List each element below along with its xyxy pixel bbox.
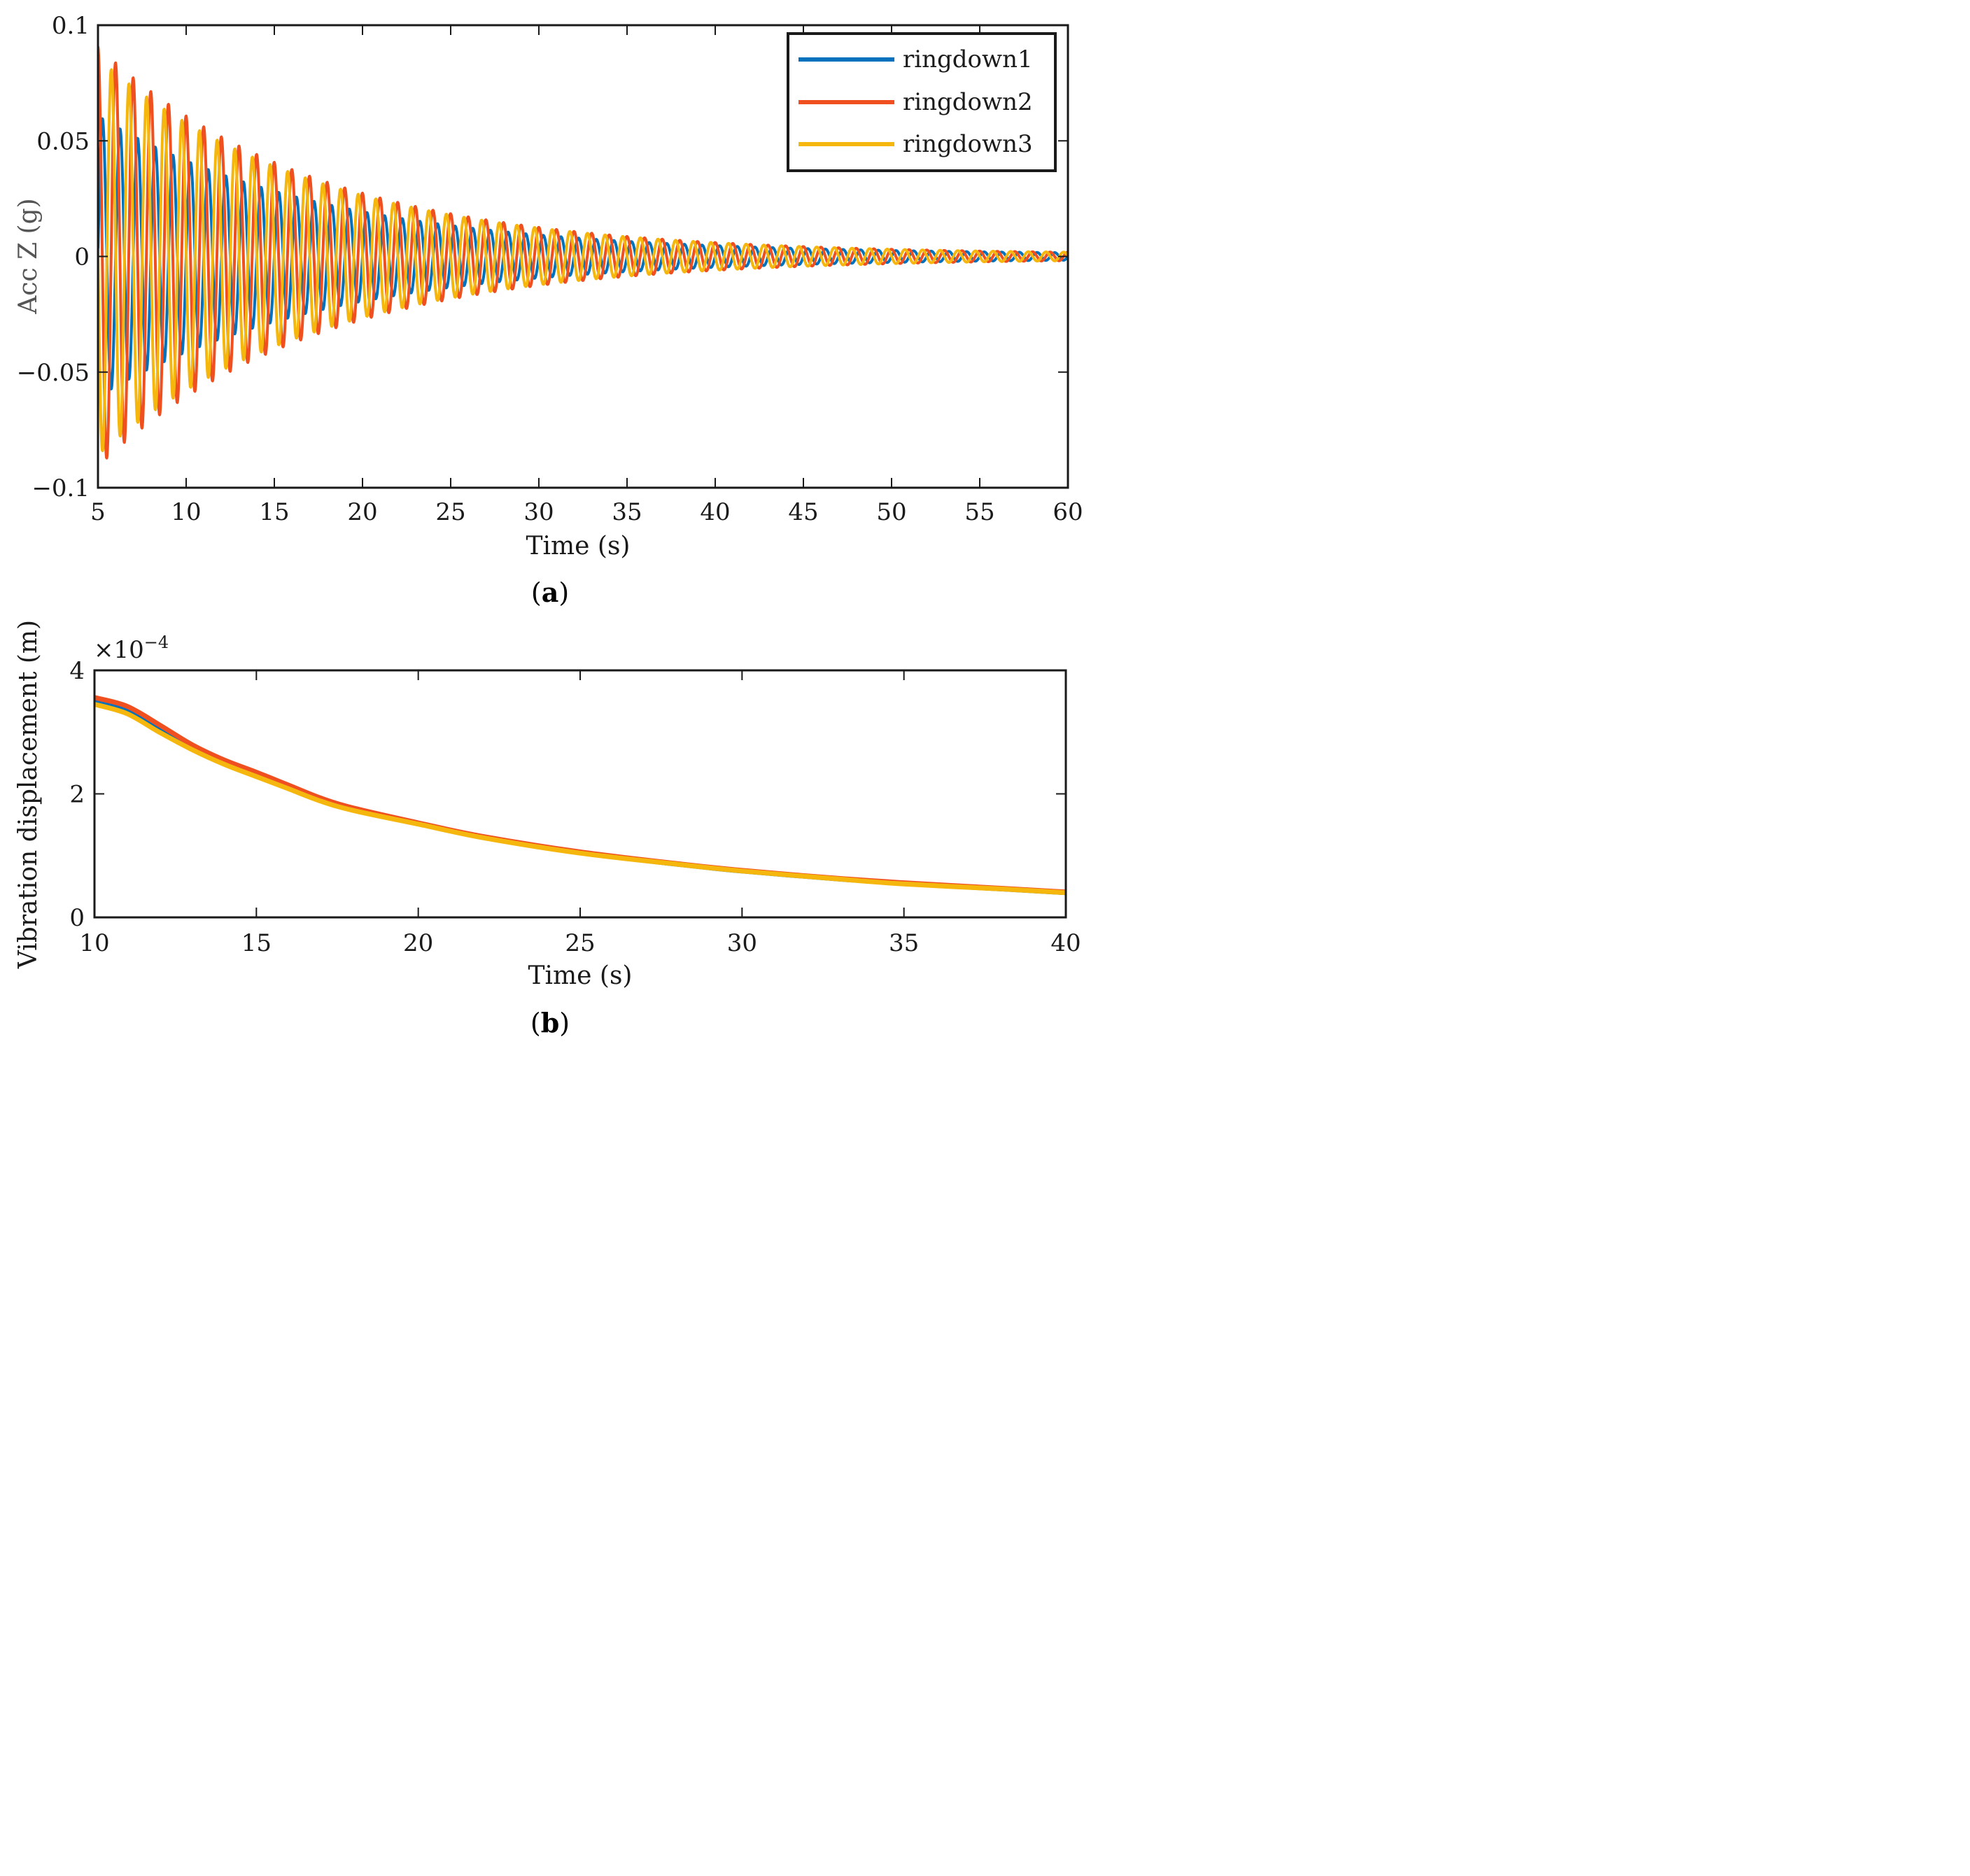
legend-label-ringdown3: ringdown3 [903,130,1033,158]
chart-a-caption-letter: a [542,577,559,608]
chart-b-x-axis-label: Time (s) [528,961,633,990]
chart-a-x-tick-label: 5 [90,498,106,526]
chart-a-x-axis-label: Time (s) [526,532,631,560]
chart-a-caption: (a) [531,577,569,608]
figure: 5 10 15 20 25 30 35 40 45 50 55 600.10.050−0.05−0.1… [14,12,1083,1038]
chart-b-x-tick-label: 30 [727,929,757,957]
legend-label-ringdown2: ringdown2 [903,88,1033,116]
chart-a-x-tick-label: 35 [612,498,642,526]
chart-a-x-tick-label: 25 [435,498,465,526]
chart-b-y-tick-label: 2 [69,781,85,809]
chart-b-caption: (b) [530,1007,570,1038]
legend-label-ringdown1: ringdown1 [903,45,1033,73]
chart-a: 5 10 15 20 25 30 35 40 45 50 55 60 0.1 0.05 0 −0.05 −0.1… [14,12,1083,608]
chart-b-series-ringdown2 [94,695,1066,895]
chart-b-series-ringdown1 [94,698,1066,896]
chart-a-y-tick-label: 0.05 [36,127,90,155]
chart-a-series-ringdown3 [98,68,1068,453]
chart-b-series-ringdown3 [94,702,1066,896]
chart-a-legend: ringdown1 ringdown2 ringdown3 [787,32,1057,172]
chart-a-x-tick-label: 20 [347,498,377,526]
chart-a-x-tick-label: 30 [523,498,554,526]
chart-a-y-tick-label: 0 [74,244,90,271]
chart-a-x-tick-label: 40 [700,498,730,526]
chart-b-x-tick-label: 15 [241,929,272,957]
chart-a-x-tick-label: 60 [1053,498,1083,526]
chart-a-x-tick-label: 55 [964,498,994,526]
chart-a-series-ringdown2 [98,46,1068,460]
chart-b-caption-letter: b [541,1007,560,1038]
chart-b-exponent-label: ×10−4 [94,633,169,664]
chart-a-y-tick-label: −0.05 [17,359,90,387]
chart-b-x-tick-label: 10 [79,929,109,957]
chart-b-x-tick-label: 20 [403,929,433,957]
chart-b-x-tick-label: 35 [889,929,919,957]
chart-a-x-tick-label: 50 [876,498,906,526]
chart-b-series-group [94,695,1066,896]
chart-a-x-tick-label: 15 [259,498,289,526]
chart-a-x-tick-label: 45 [788,498,818,526]
chart-a-series-group [98,46,1068,460]
chart-b-y-tick-label: 0 [69,904,85,932]
chart-a-ticks: 5 10 15 20 25 30 35 40 45 50 55 60 0.1 0.05 0 −0.05 −0.1 [17,12,1083,526]
chart-a-y-tick-label: −0.1 [31,474,90,502]
chart-b-plot-frame [93,669,1067,919]
chart-a-y-axis-label: Acc Z (g) [14,198,43,314]
chart-b-x-tick-label: 25 [565,929,595,957]
chart-b-y-tick-label: 4 [69,657,85,685]
chart-b-x-tick-label: 40 [1050,929,1081,957]
chart-a-x-tick-label: 10 [171,498,201,526]
chart-a-y-tick-label: 0.1 [52,12,90,40]
chart-b-y-axis-label: Vibration displacement (m) [14,620,43,969]
